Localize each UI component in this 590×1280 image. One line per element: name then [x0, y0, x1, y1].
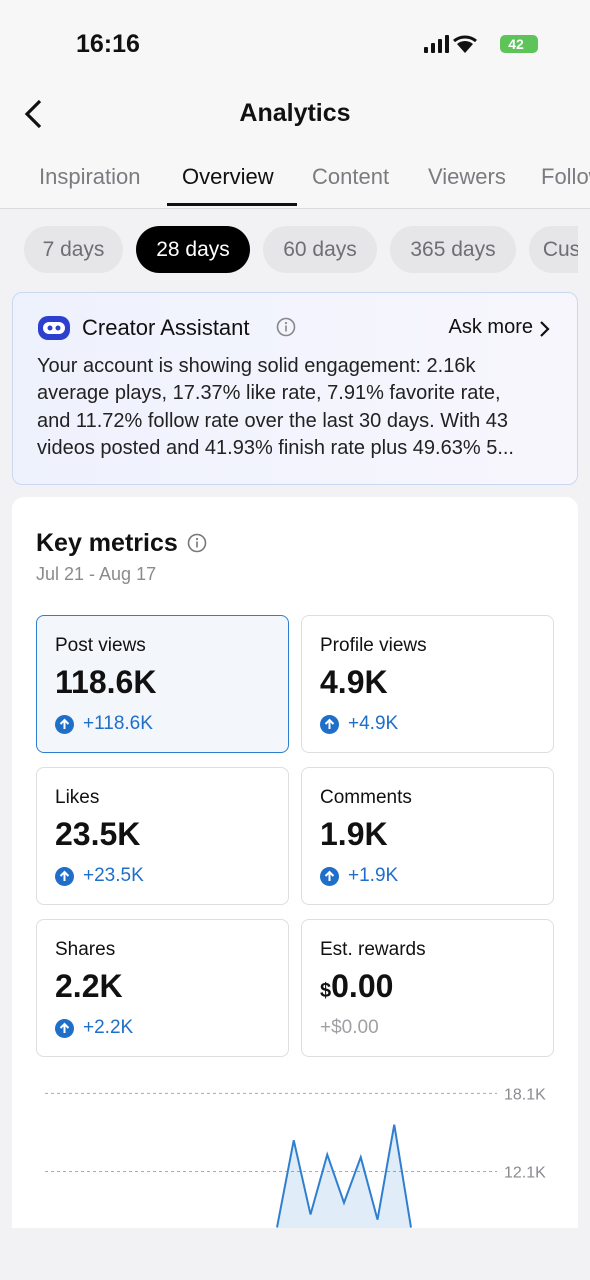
- assistant-icon: [38, 316, 70, 340]
- metric-label: Profile views: [320, 635, 427, 656]
- summary-line: videos posted and 41.93% finish rate plu…: [37, 436, 514, 459]
- tab[interactable]: Inspiration: [39, 164, 141, 189]
- metric-change: +1.9K: [320, 865, 398, 887]
- change-text: +1.9K: [348, 865, 399, 886]
- line: [276, 1124, 412, 1228]
- metric-value: 4.9K: [320, 664, 388, 701]
- period-pill[interactable]: 28 days: [136, 226, 250, 273]
- summary-line: average plays, 17.37% like rate, 7.91% f…: [37, 382, 501, 405]
- period-pill[interactable]: 365 days: [390, 226, 516, 273]
- tab[interactable]: Overview: [182, 164, 274, 189]
- y-tick-label: 18.1K: [504, 1086, 546, 1103]
- period-bar: 7 days 28 days 60 days 365 days Custom: [0, 0, 578, 290]
- icon-arrow: [59, 718, 70, 729]
- amount: 23.5K: [55, 816, 141, 852]
- info-icon[interactable]: [276, 317, 298, 339]
- metric-change: +4.9K: [320, 713, 398, 735]
- change-text: +23.5K: [83, 865, 144, 886]
- amount: 1.9K: [320, 816, 388, 852]
- status-time: 16:16: [76, 30, 140, 58]
- metric-label: Est. rewards: [320, 939, 426, 960]
- y-tick-label: 12.1K: [504, 1165, 546, 1182]
- metric-change: +118.6K: [55, 713, 153, 735]
- up-arrow-icon: [320, 866, 339, 886]
- date-range: Jul 21 - Aug 17: [36, 564, 157, 584]
- metric-value: 23.5K: [55, 816, 140, 853]
- info-icon[interactable]: [187, 533, 209, 555]
- metric-card[interactable]: Likes 23.5K +23.5K: [36, 767, 289, 905]
- currency: $: [320, 980, 332, 1002]
- metric-change: +2.2K: [55, 1017, 133, 1039]
- metric-card[interactable]: Profile views 4.9K +4.9K: [301, 615, 554, 753]
- chart: 18.1K 12.1K: [45, 1086, 546, 1228]
- back-button[interactable]: [22, 98, 46, 130]
- assistant-card[interactable]: Creator Assistant Ask more Your account …: [12, 292, 578, 485]
- status-icons: 42: [424, 35, 538, 53]
- metric-card[interactable]: Shares 2.2K +2.2K: [36, 919, 289, 1057]
- metric-value: 118.6K: [55, 664, 156, 701]
- line-area: [277, 1124, 411, 1228]
- metrics-card: Key metrics Jul 21 - Aug 17 18.1K 12.1K P…: [12, 497, 578, 1228]
- tab[interactable]: Followers: [541, 164, 590, 189]
- icon-arrow: [59, 870, 70, 881]
- battery-level: 42: [508, 36, 524, 52]
- metric-change: +$0.00: [320, 1017, 379, 1039]
- period-pill[interactable]: 60 days: [263, 226, 377, 273]
- assistant-title: Creator Assistant: [82, 315, 250, 340]
- up-arrow-icon: [320, 714, 339, 734]
- metric-value: 2.2K: [55, 968, 123, 1005]
- ask-more[interactable]: Ask more: [448, 316, 533, 338]
- tab-indicator: [167, 203, 297, 206]
- up-arrow-icon: [55, 714, 74, 734]
- summary-line: Your account is showing solid engagement…: [37, 355, 476, 377]
- change-text: +118.6K: [83, 713, 153, 734]
- metric-label: Shares: [55, 939, 116, 960]
- chevron: [540, 321, 550, 337]
- top-bar: [0, 0, 590, 209]
- metric-value: 1.9K: [320, 816, 388, 853]
- page-title: Analytics: [239, 99, 351, 127]
- summary-line: and 11.72% follow rate over the last 30 …: [37, 409, 509, 432]
- period-pill[interactable]: Custom: [529, 226, 578, 273]
- amount: 0.00: [331, 968, 394, 1004]
- icon-arrow: [324, 718, 335, 729]
- period-pill[interactable]: 7 days: [24, 226, 123, 273]
- tab[interactable]: Content: [312, 164, 390, 189]
- metric-card[interactable]: Est. rewards $0.00 +$0.00: [301, 919, 554, 1057]
- amount: 4.9K: [320, 664, 388, 700]
- change-text: +$0.00: [320, 1017, 379, 1038]
- up-arrow-icon: [55, 866, 74, 886]
- assistant-summary: Your account is showing solid engagement…: [37, 353, 514, 462]
- tab-bar: Inspiration Overview Content Viewers Followe…: [0, 0, 590, 208]
- metric-value: $0.00: [320, 968, 393, 1005]
- metric-label: Post views: [55, 635, 146, 656]
- amount: 2.2K: [55, 968, 123, 1004]
- change-text: +4.9K: [348, 713, 399, 734]
- metric-card[interactable]: Post views 118.6K +118.6K: [36, 615, 289, 753]
- up-arrow-icon: [55, 1018, 74, 1038]
- tab[interactable]: Viewers: [428, 164, 506, 189]
- change-text: +2.2K: [83, 1017, 134, 1038]
- icon-arrow: [324, 870, 335, 881]
- metric-label: Likes: [55, 787, 100, 808]
- metric-change: +23.5K: [55, 865, 144, 887]
- metrics-title: Key metrics: [36, 529, 178, 557]
- amount: 118.6K: [55, 664, 157, 700]
- metric-card[interactable]: Comments 1.9K +1.9K: [301, 767, 554, 905]
- icon-arrow: [59, 1022, 70, 1033]
- metric-label: Comments: [320, 787, 412, 808]
